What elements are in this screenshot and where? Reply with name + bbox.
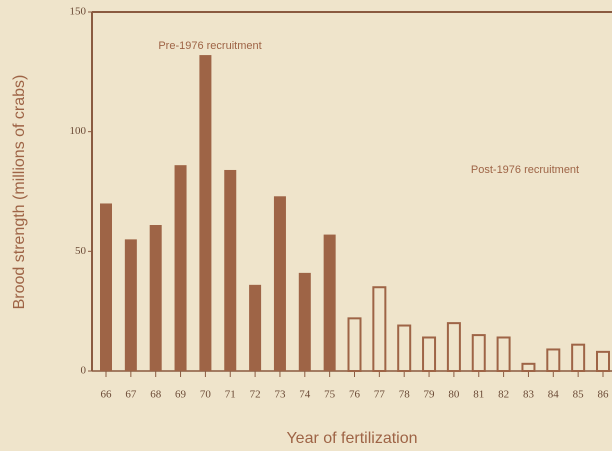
x-tick-label: 84 xyxy=(548,389,560,401)
bar xyxy=(446,322,461,372)
y-tick-label: 100 xyxy=(70,125,87,137)
y-tick-label: 50 xyxy=(75,245,87,257)
x-tick-label: 66 xyxy=(101,389,113,401)
x-tick-label: 79 xyxy=(424,389,436,401)
bar xyxy=(100,203,112,371)
bar xyxy=(149,225,162,371)
bar xyxy=(124,239,137,371)
x-tick-label: 82 xyxy=(498,389,509,401)
bar xyxy=(596,350,610,372)
x-tick-label: 78 xyxy=(399,389,411,401)
bar xyxy=(422,336,437,373)
x-tick-label: 68 xyxy=(150,389,162,401)
x-tick-label: 86 xyxy=(598,389,610,401)
annotation: Pre-1976 recruitment xyxy=(158,40,261,52)
bar xyxy=(372,286,387,373)
bar xyxy=(546,348,561,372)
bar xyxy=(496,336,511,373)
y-axis-label: Brood strength (millions of crabs) xyxy=(11,75,28,310)
bar xyxy=(273,196,286,371)
x-tick-label: 73 xyxy=(274,389,286,401)
x-tick-label: 71 xyxy=(225,389,236,401)
bar xyxy=(199,55,212,372)
x-tick-label: 85 xyxy=(573,389,585,401)
bar xyxy=(521,362,536,373)
bar xyxy=(224,169,237,371)
x-tick-label: 74 xyxy=(299,389,311,401)
x-tick-label: 67 xyxy=(125,389,137,401)
y-tick-label: 150 xyxy=(70,6,87,18)
x-tick-label: 83 xyxy=(523,389,535,401)
bar xyxy=(174,165,187,371)
x-axis-label: Year of fertilization xyxy=(286,430,417,447)
bar xyxy=(397,324,412,373)
x-tick-label: 80 xyxy=(448,389,460,401)
bar xyxy=(249,284,262,371)
x-tick-label: 69 xyxy=(175,389,187,401)
bar xyxy=(571,343,586,373)
x-tick-label: 70 xyxy=(200,389,212,401)
x-tick-label: 75 xyxy=(324,389,336,401)
x-tick-label: 72 xyxy=(250,389,261,401)
bar xyxy=(298,272,311,371)
x-tick-label: 76 xyxy=(349,389,361,401)
y-tick-label: 0 xyxy=(81,365,87,377)
annotation: Post-1976 recruitment xyxy=(471,164,579,176)
x-tick-label: 77 xyxy=(374,389,386,401)
bar xyxy=(347,317,362,373)
bar xyxy=(471,334,486,373)
bar xyxy=(323,234,336,371)
x-tick-label: 81 xyxy=(473,389,484,401)
